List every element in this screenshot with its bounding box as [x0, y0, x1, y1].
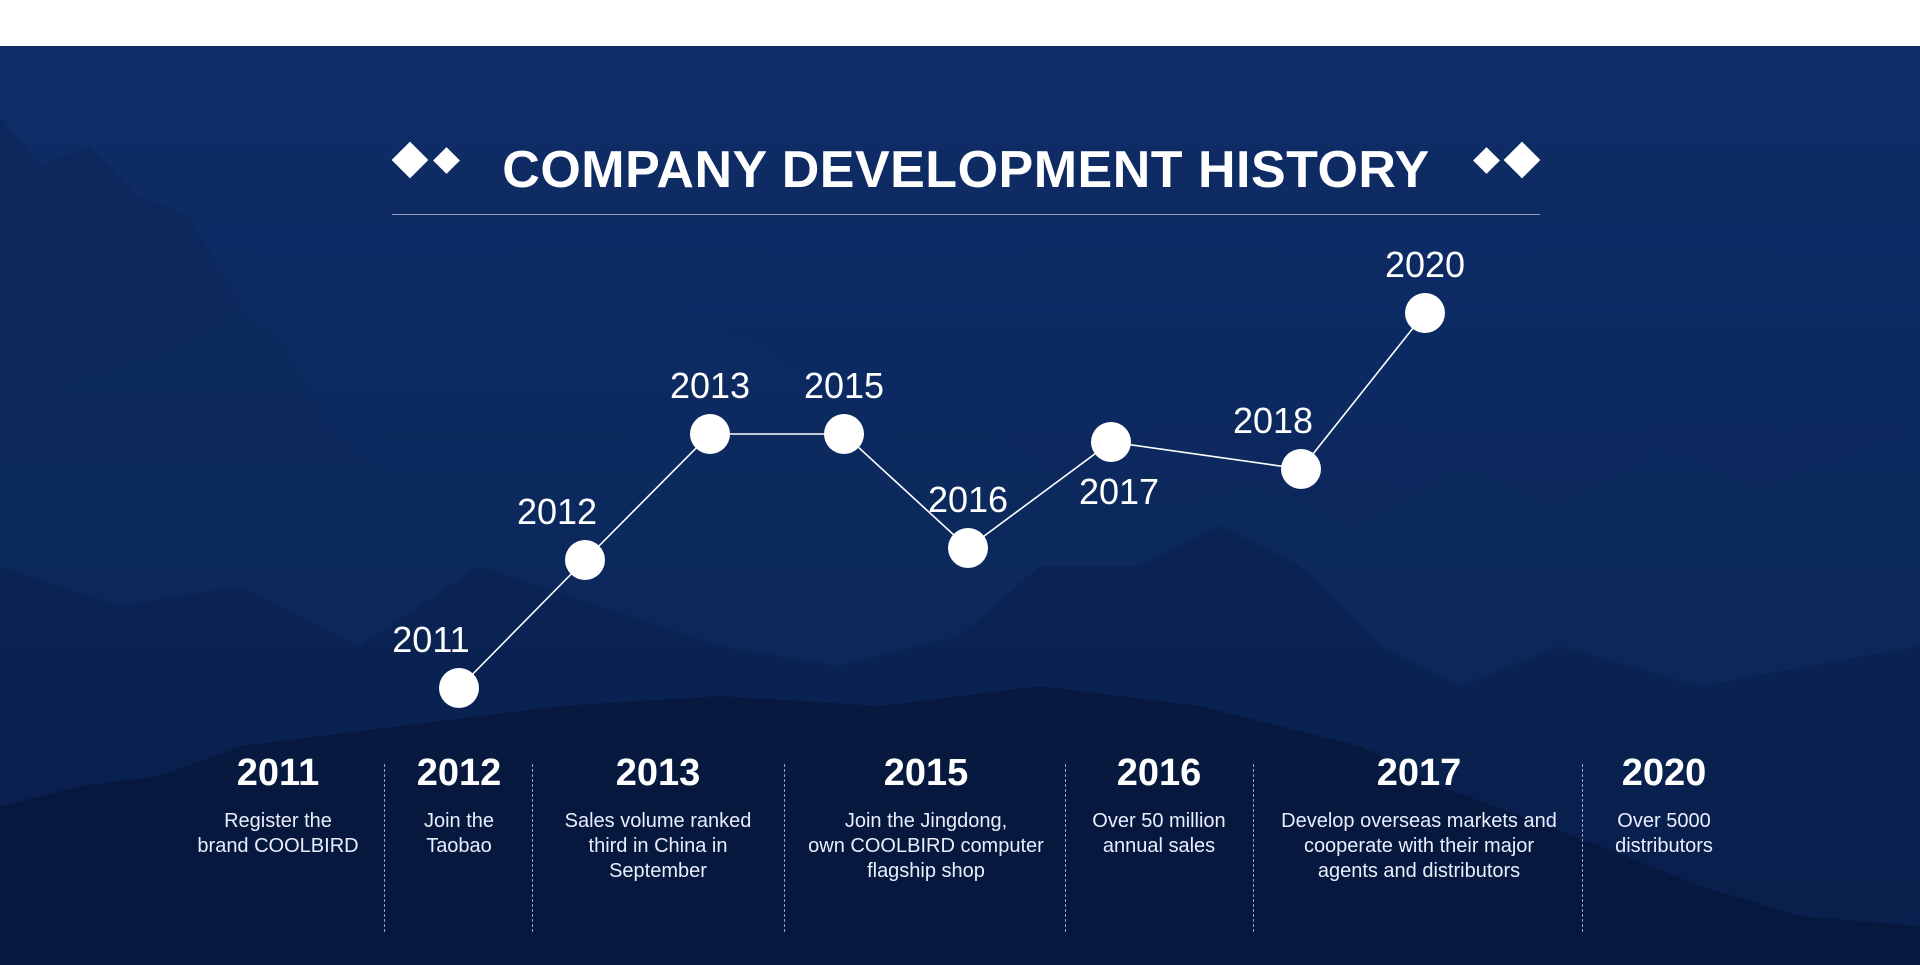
milestone-column: 2017 Develop overseas markets and cooperat…	[1269, 751, 1569, 884]
timeline-nodes	[439, 293, 1445, 708]
timeline-node-2018	[1281, 449, 1321, 489]
timeline-year-label: 2016	[928, 479, 1008, 520]
milestone-column: 2011 Register the brand COOLBIRD	[128, 751, 428, 859]
title-row: COMPANY DEVELOPMENT HISTORY	[391, 136, 1541, 206]
timeline-year-label: 2015	[804, 365, 884, 406]
milestone-year: 2016	[1116, 752, 1202, 794]
milestone-separator	[1065, 764, 1066, 932]
milestone-description-line: Over 5000	[1617, 810, 1711, 832]
timeline-year-label: 2012	[517, 491, 597, 532]
milestone-year: 2020	[1621, 752, 1707, 794]
milestone-description-line: Taobao	[426, 835, 492, 857]
timeline-node-2016	[948, 528, 988, 568]
milestone-description: Join the Taobao	[309, 809, 609, 859]
timeline-year-label: 2017	[1079, 471, 1159, 512]
milestone-description: Register the brand COOLBIRD	[128, 809, 428, 859]
milestone-description-line: brand COOLBIRD	[197, 835, 359, 857]
milestone-description-line: Join the	[423, 810, 495, 832]
timeline-connector-line	[458, 312, 1426, 689]
milestone-separator	[384, 764, 385, 932]
timeline-chart: 2011 2012 2013 2015 2016 2017 2018 2020	[392, 244, 1465, 708]
milestone-year: 2012	[416, 752, 502, 794]
milestone-column: 2020 Over 5000 distributors	[1514, 751, 1814, 859]
milestone-separator	[1582, 764, 1583, 932]
milestone-description-line: September	[609, 860, 707, 882]
timeline-year-labels: 2011 2012 2013 2015 2016 2017 2018 2020	[392, 244, 1465, 660]
timeline-node-2017	[1091, 422, 1131, 462]
milestone-description-line: Over 50 million	[1092, 810, 1226, 832]
title-divider	[392, 214, 1540, 215]
mountain-background	[0, 116, 1920, 965]
milestone-description: Develop overseas markets and cooperate wi…	[1269, 809, 1569, 884]
milestone-description-line: distributors	[1615, 835, 1713, 857]
timeline-year-label: 2011	[392, 619, 469, 660]
milestone-year: 2017	[1376, 752, 1462, 794]
milestone-description-line: Develop overseas markets and	[1281, 810, 1557, 832]
milestone-description: Over 5000 distributors	[1514, 809, 1814, 859]
milestone-year: 2015	[883, 752, 969, 794]
timeline-year-label: 2020	[1385, 244, 1465, 285]
milestone-separator	[784, 764, 785, 932]
timeline-node-2013	[690, 414, 730, 454]
milestone-description-line: agents and distributors	[1317, 860, 1521, 882]
milestone-description-line: own COOLBIRD computer	[808, 835, 1044, 857]
milestone-separator	[1253, 764, 1254, 932]
milestone-description-line: Join the Jingdong,	[844, 810, 1008, 832]
milestone-description-line: annual sales	[1102, 835, 1216, 857]
milestone-description-line: Sales volume ranked	[564, 810, 752, 832]
timeline-node-2012	[565, 540, 605, 580]
timeline-line	[458, 312, 1426, 689]
milestone-column: 2013 Sales volume ranked third in China in…	[508, 751, 808, 884]
milestone-description-line: Register the	[224, 810, 332, 832]
timeline-node-2020	[1405, 293, 1445, 333]
timeline-node-2011	[439, 668, 479, 708]
milestone-column: 2016 Over 50 million annual sales	[1009, 751, 1309, 859]
timeline-year-label: 2013	[670, 365, 750, 406]
milestone-description-line: cooperate with their major	[1303, 835, 1535, 857]
milestone-separator	[532, 764, 533, 932]
milestone-description: Join the Jingdong, own COOLBIRD computer f…	[776, 809, 1076, 884]
milestone-column: 2015 Join the Jingdong, own COOLBIRD compu…	[776, 751, 1076, 884]
milestone-description: Over 50 million annual sales	[1009, 809, 1309, 859]
timeline-year-label: 2018	[1233, 400, 1313, 441]
page-title: COMPANY DEVELOPMENT HISTORY	[502, 141, 1430, 199]
top-white-strip	[0, 0, 1920, 46]
history-banner: COMPANY DEVELOPMENT HISTORY 2011 2012 2013…	[0, 46, 1920, 965]
milestone-description: Sales volume ranked third in China in Sept…	[508, 809, 808, 884]
milestone-year: 2011	[236, 752, 320, 794]
milestone-description-line: flagship shop	[867, 860, 985, 882]
milestone-description-line: third in China in	[588, 835, 728, 857]
milestone-year: 2013	[615, 752, 701, 794]
milestone-column: 2012 Join the Taobao	[309, 751, 609, 859]
timeline-node-2015	[824, 414, 864, 454]
